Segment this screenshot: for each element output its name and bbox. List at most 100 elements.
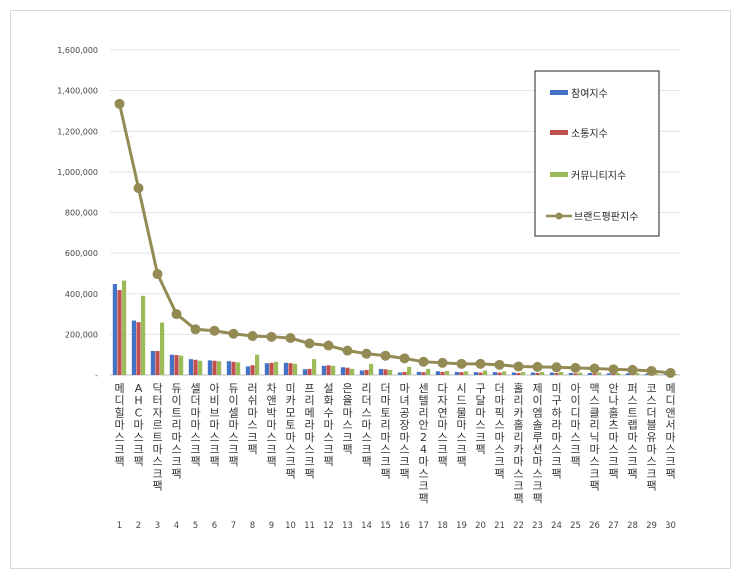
bar-참여지수: [625, 373, 630, 375]
bar-소통지수: [440, 371, 445, 375]
x-axis-labels: 메 디 힐 마 스 크 팩 1 A H C 마 스 크 팩 2 닥 터 자 르 트 마 스 크 팩 3 듀 이 트 리 마 스 크 팩 4 셀 더 마 마 스…: [114, 382, 675, 531]
bar-소통지수: [383, 369, 388, 375]
line-point: [228, 328, 239, 339]
bar-소통지수: [535, 372, 540, 375]
bar-커뮤니티지수: [521, 371, 526, 375]
line-point: [494, 359, 505, 370]
x-rank-label: 10: [285, 521, 296, 531]
bar-커뮤니티지수: [559, 371, 564, 375]
bar-참여지수: [473, 372, 478, 375]
bar-커뮤니티지수: [179, 355, 184, 375]
bar-소통지수: [402, 371, 407, 375]
bar-소통지수: [193, 359, 198, 375]
bar-참여지수: [340, 367, 345, 375]
bar-참여지수: [644, 373, 649, 375]
legend-label: 커뮤니티지수: [571, 170, 626, 182]
x-rank-label: 13: [342, 521, 353, 531]
y-tick-label: 800,000: [65, 209, 98, 218]
bar-소통지수: [174, 355, 179, 375]
x-rank-label: 21: [494, 521, 505, 531]
line-point: [418, 356, 429, 367]
x-rank-label: 14: [361, 521, 372, 531]
x-rank-label: 30: [665, 521, 676, 531]
bar-참여지수: [454, 371, 459, 375]
bar-소통지수: [421, 372, 426, 375]
line-point: [133, 183, 144, 194]
bar-참여지수: [321, 365, 326, 375]
bar-커뮤니티지수: [654, 373, 659, 375]
bar-소통지수: [231, 361, 236, 375]
bar-참여지수: [587, 372, 592, 375]
y-tick-label: -: [95, 371, 98, 380]
y-tick-label: 1,000,000: [57, 168, 98, 177]
bar-소통지수: [459, 372, 464, 375]
line-point: [513, 361, 524, 372]
line-point: [285, 333, 296, 344]
x-rank-label: 29: [646, 521, 657, 531]
x-rank-label: 20: [475, 521, 486, 531]
x-rank-label: 17: [418, 521, 429, 531]
bar-커뮤니티지수: [445, 370, 450, 375]
x-rank-label: 24: [551, 521, 562, 531]
bar-소통지수: [345, 367, 350, 375]
bar-소통지수: [516, 372, 521, 375]
y-tick-label: 1,200,000: [57, 127, 98, 136]
line-point: [475, 358, 486, 369]
x-rank-label: 25: [570, 521, 581, 531]
line-point: [551, 362, 562, 373]
x-rank-label: 12: [323, 521, 334, 531]
x-rank-label: 19: [456, 521, 467, 531]
bar-참여지수: [549, 372, 554, 375]
line-point: [570, 362, 581, 373]
x-rank-label: 5: [193, 521, 198, 531]
line-point: [665, 367, 676, 378]
bar-참여지수: [568, 372, 573, 375]
line-point: [627, 364, 638, 375]
bar-소통지수: [117, 290, 122, 375]
bar-커뮤니티지수: [540, 371, 545, 375]
bar-커뮤니티지수: [616, 372, 621, 375]
x-rank-label: 28: [627, 521, 638, 531]
bar-커뮤니티지수: [597, 372, 602, 375]
bar-커뮤니티지수: [141, 295, 146, 375]
y-tick-label: 600,000: [65, 249, 98, 258]
bar-소통지수: [269, 362, 274, 375]
bar-참여지수: [264, 363, 269, 375]
bar-소통지수: [554, 372, 559, 375]
x-rank-label: 18: [437, 521, 448, 531]
bar-커뮤니티지수: [274, 361, 279, 375]
x-rank-label: 26: [589, 521, 600, 531]
line-point: [304, 338, 315, 349]
bar-참여지수: [188, 359, 193, 375]
bar-참여지수: [169, 354, 174, 375]
x-rank-label: 8: [250, 521, 255, 531]
bar-소통지수: [573, 373, 578, 375]
bar-소통지수: [478, 372, 483, 375]
bar-커뮤니티지수: [578, 372, 583, 375]
bar-커뮤니티지수: [331, 365, 336, 375]
x-rank-label: 23: [532, 521, 543, 531]
legend-label: 브랜드평판지수: [574, 211, 638, 223]
x-rank-label: 6: [212, 521, 217, 531]
bar-참여지수: [416, 371, 421, 375]
line-point: [456, 358, 467, 369]
bar-커뮤니티지수: [255, 354, 260, 375]
line-point: [532, 361, 543, 372]
